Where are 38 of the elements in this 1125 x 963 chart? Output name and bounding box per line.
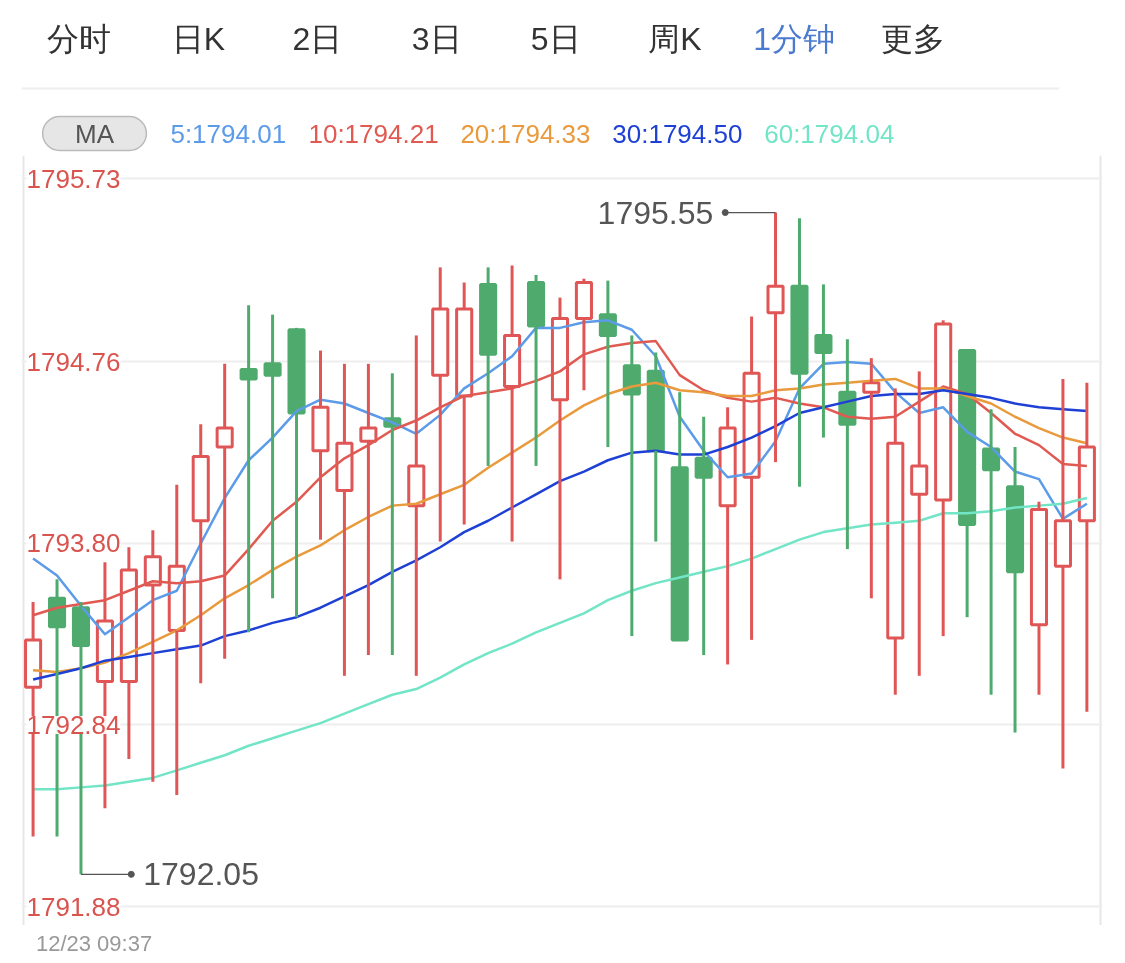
text: 5日 [530, 20, 581, 57]
text: 30:1794.50 [612, 118, 743, 149]
text: 周K [648, 20, 702, 57]
text: 2日 [292, 20, 343, 57]
y-tick-label: 1795.73 [26, 163, 121, 194]
candlestick [814, 284, 833, 438]
candlestick [287, 326, 306, 619]
text: 1分钟 [753, 20, 835, 57]
candlestick [526, 273, 546, 466]
y-tick-label: 1794.76 [26, 346, 121, 377]
text: 分时 [47, 20, 112, 57]
text: 12/23 09:37 [35, 931, 153, 956]
candlestick [1029, 500, 1049, 695]
y-tick-label: 1793.80 [26, 528, 121, 559]
candlestick [862, 358, 881, 599]
annotation: 1792.05 [143, 856, 259, 893]
text: 10:1794.21 [308, 118, 439, 149]
text: 更多 [881, 20, 946, 57]
candlestick [694, 416, 713, 656]
candlestick [263, 314, 282, 599]
candlestick [622, 335, 641, 638]
text: 20:1794.33 [460, 118, 591, 149]
candlestick [790, 218, 809, 487]
candlestick [239, 305, 258, 633]
text: 3日 [411, 20, 462, 57]
text: 日K [171, 20, 225, 57]
y-tick-label: 1792.84 [26, 709, 121, 740]
candlestick [1005, 447, 1025, 733]
legend-title: MA [75, 118, 115, 149]
candlestick [479, 267, 498, 466]
candlestick [982, 409, 1001, 695]
y-tick-label: 1791.88 [26, 891, 121, 922]
annotation: 1795.55 [597, 194, 714, 231]
text: 60:1794.04 [764, 118, 895, 149]
candlestick [646, 352, 665, 542]
text: 5:1794.01 [170, 118, 287, 149]
candlestick [311, 350, 330, 540]
candlestick [718, 407, 737, 665]
